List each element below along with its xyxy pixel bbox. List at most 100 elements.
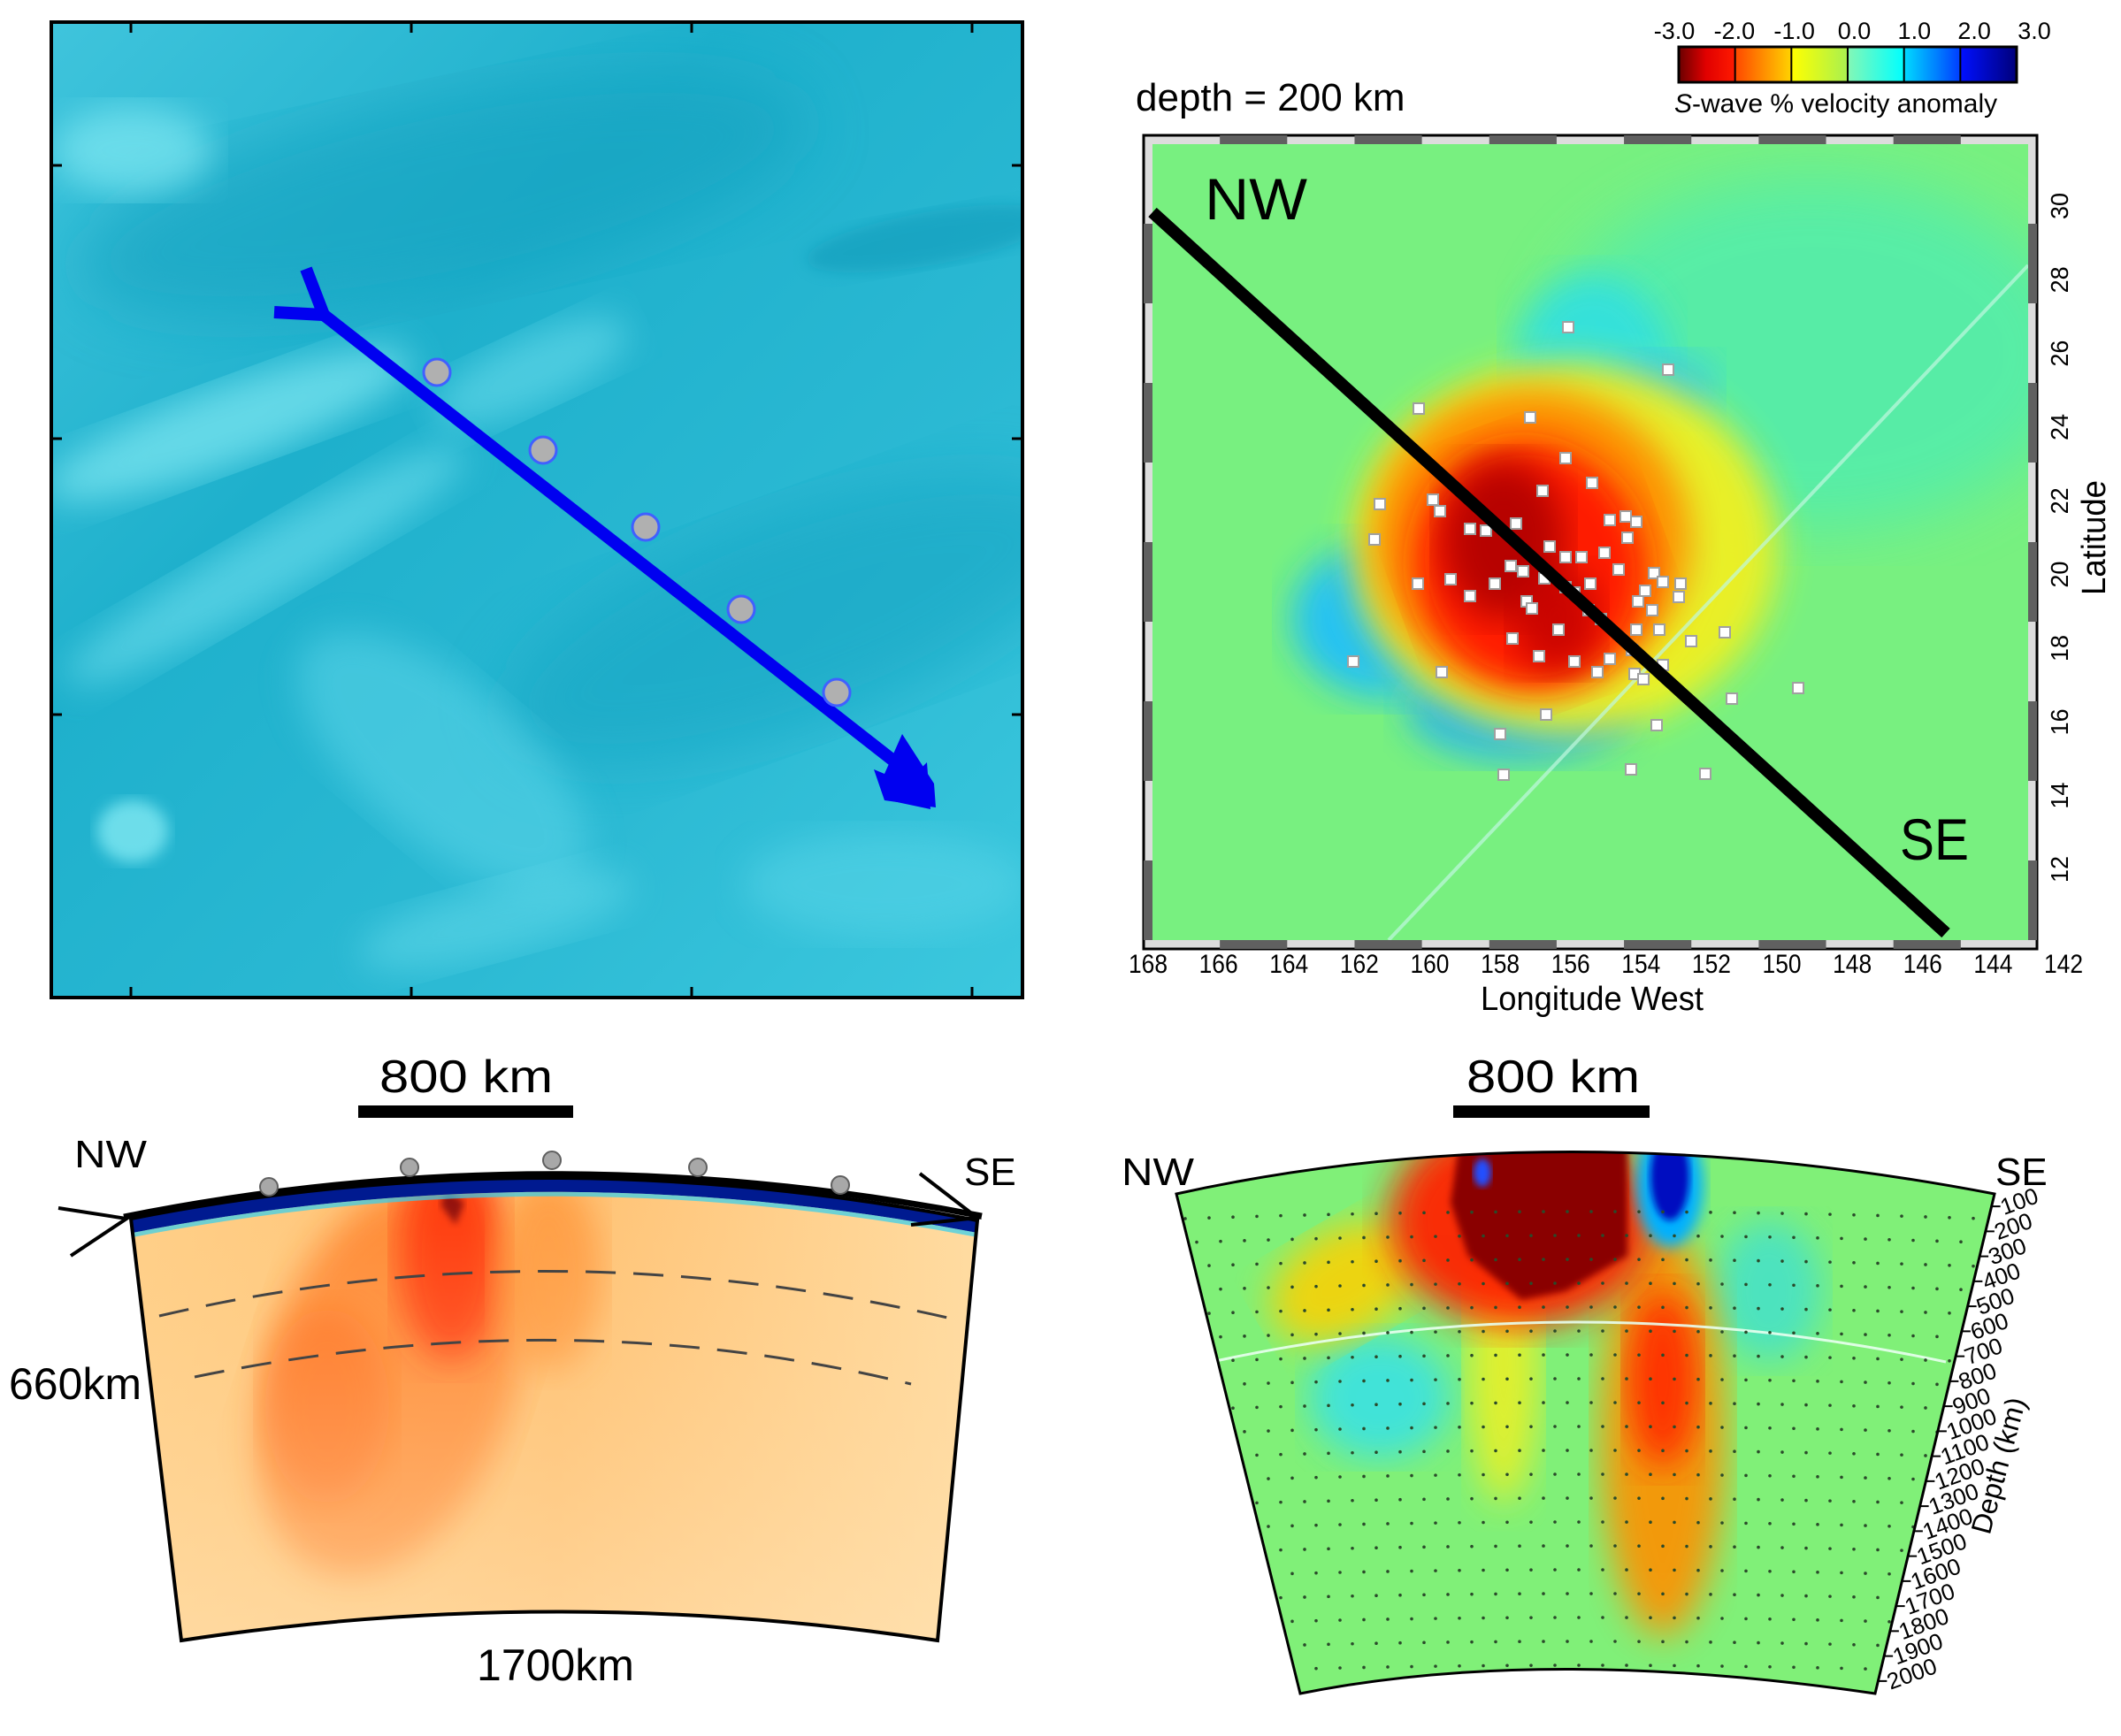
station-square (1412, 577, 1424, 590)
grid-dot (1887, 1572, 1891, 1576)
grid-dot (1410, 1378, 1413, 1382)
grid-dot (1243, 1573, 1246, 1577)
grid-dot (1219, 1430, 1222, 1434)
grid-dot (1183, 1265, 1187, 1268)
grid-dot (1744, 1617, 1748, 1621)
station-square (1685, 635, 1697, 647)
grid-dot (1768, 1617, 1772, 1621)
border-check (1893, 940, 1961, 949)
grid-dot (1362, 1379, 1366, 1383)
grid-dot (1183, 1599, 1187, 1602)
grid-dot (1876, 1595, 1880, 1600)
nw-arrow-icon (57, 1206, 132, 1258)
grid-dot (1255, 1214, 1259, 1219)
grid-dot (1303, 1595, 1306, 1599)
grid-dot (1876, 1261, 1880, 1266)
station-square (1374, 498, 1386, 510)
scale-bar (358, 1105, 573, 1118)
grid-dot (1828, 1499, 1832, 1503)
grid-dot (1804, 1546, 1808, 1550)
station-square (1562, 321, 1574, 333)
grid-dot (1720, 1473, 1724, 1477)
latitude-tick-label: 26 (2046, 340, 2073, 367)
grid-dot (1267, 1620, 1270, 1624)
station-square (1559, 551, 1572, 563)
grid-dot (1374, 1403, 1378, 1407)
station-square (1584, 577, 1596, 590)
grid-dot (1972, 1598, 1975, 1602)
grid-dot (1649, 1616, 1652, 1620)
grid-dot (1243, 1239, 1246, 1243)
grid-dot (1279, 1213, 1283, 1218)
grid-dot (1720, 1235, 1724, 1238)
grid-dot (1410, 1664, 1413, 1669)
grid-dot (1673, 1425, 1676, 1429)
grid-dot (1410, 1235, 1413, 1239)
panel-c-cross-section: 800 km NW SE 660k (9, 1052, 1016, 1690)
section-stations (259, 1151, 850, 1197)
grid-dot (1458, 1520, 1461, 1525)
grid-dot (1744, 1521, 1748, 1526)
border-check (2028, 542, 2037, 622)
grid-dot (1446, 1258, 1450, 1262)
grid-dot (1637, 1258, 1641, 1261)
grid-dot (1542, 1592, 1545, 1595)
grid-dot (1470, 1544, 1474, 1549)
grid-dot (1351, 1307, 1354, 1312)
station-square (1552, 623, 1565, 636)
station-marker (422, 357, 452, 387)
grid-dot (1792, 1522, 1796, 1526)
grid-dot (1613, 1210, 1617, 1213)
grid-dot (1243, 1669, 1246, 1672)
grid-dot (1780, 1546, 1784, 1549)
grid-dot (1374, 1307, 1378, 1312)
grid-dot (1685, 1210, 1688, 1214)
grid-dot (1518, 1305, 1521, 1310)
border-check (1489, 135, 1557, 144)
grid-dot (1911, 1429, 1915, 1434)
grid-dot (1195, 1383, 1198, 1388)
grid-dot (1709, 1497, 1712, 1501)
grid-dot (1219, 1335, 1222, 1339)
grid-dot (1255, 1310, 1259, 1314)
grid-dot (1685, 1592, 1688, 1596)
grid-dot (1505, 1425, 1509, 1429)
grid-dot (1529, 1234, 1533, 1237)
grid-dot (1327, 1260, 1330, 1265)
grid-dot (1900, 1501, 1903, 1504)
grid-dot (1864, 1476, 1867, 1480)
grid-dot (1972, 1264, 1975, 1268)
grid-dot (1243, 1430, 1246, 1434)
station-square (1506, 632, 1519, 645)
grid-dot (1625, 1472, 1628, 1476)
station-square (1536, 485, 1549, 497)
station-marker (400, 1158, 419, 1177)
border-check (1144, 860, 1152, 940)
grid-dot (1505, 1616, 1509, 1620)
grid-dot (1637, 1640, 1641, 1643)
cross-section-line (1148, 207, 1950, 938)
border-check (1893, 135, 1961, 144)
station-square (1533, 650, 1545, 662)
grid-dot (1589, 1258, 1593, 1261)
grid-dot (1231, 1454, 1235, 1458)
discontinuity-660 (194, 1338, 912, 1386)
grid-dot (1362, 1617, 1366, 1622)
grid-dot (1709, 1640, 1712, 1644)
station-marker (542, 1151, 562, 1170)
grid-dot (1757, 1402, 1760, 1406)
grid-dot (1303, 1404, 1306, 1408)
grid-dot (1876, 1309, 1880, 1313)
grid-dot (1279, 1309, 1283, 1313)
station-square (1568, 655, 1581, 668)
grid-dot (1720, 1426, 1724, 1429)
grid-dot (1207, 1216, 1211, 1220)
grid-dot (1649, 1377, 1652, 1381)
grid-dot (1314, 1236, 1318, 1241)
grid-dot (1828, 1642, 1832, 1646)
grid-dot (1183, 1647, 1187, 1650)
grid-dot (1744, 1330, 1748, 1335)
grid-dot (1685, 1496, 1688, 1501)
grid-dot (1470, 1592, 1474, 1596)
grid-dot (1768, 1474, 1772, 1478)
